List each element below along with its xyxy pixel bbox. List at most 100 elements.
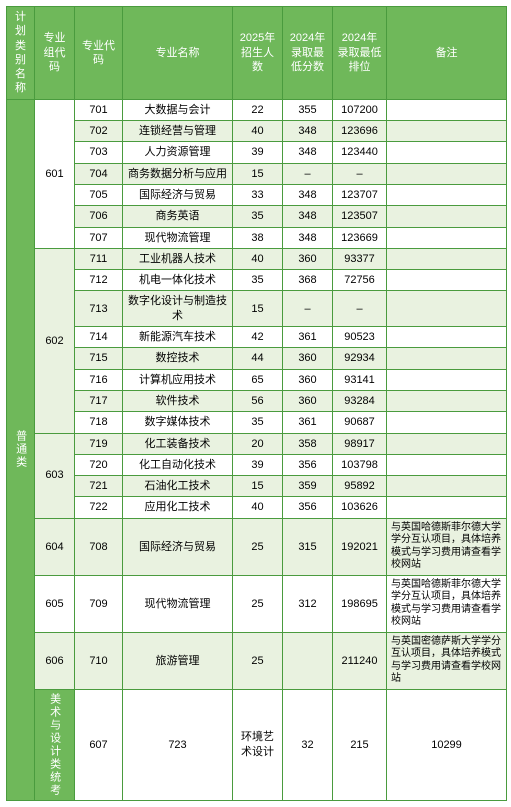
plan-cell: 42 (233, 327, 283, 348)
remark-cell (387, 291, 507, 327)
remark-cell (387, 476, 507, 497)
table-row: 721石油化工技术1535995892 (7, 476, 507, 497)
remark-cell (387, 433, 507, 454)
table-row: 606710旅游管理25211240与英国密德萨斯大学学分互认项目，具体培养模式… (7, 632, 507, 689)
minrank-cell: 95892 (333, 476, 387, 497)
plan-cell: 32 (283, 689, 333, 800)
minrank-cell: 93377 (333, 248, 387, 269)
remark-cell (387, 369, 507, 390)
minscore-cell: 215 (333, 689, 387, 800)
col-category: 计划类别名称 (7, 7, 35, 100)
plan-cell: 15 (233, 476, 283, 497)
remark-cell (387, 142, 507, 163)
table-row: 703人力资源管理39348123440 (7, 142, 507, 163)
minscore-cell: 356 (283, 454, 333, 475)
name-cell: 数字媒体技术 (123, 412, 233, 433)
code-cell: 703 (75, 142, 123, 163)
name-cell: 大数据与会计 (123, 99, 233, 120)
table-row: 713数字化设计与制造技术15–– (7, 291, 507, 327)
col-minscore: 2024年录取最低分数 (283, 7, 333, 100)
code-cell: 712 (75, 270, 123, 291)
plan-cell: 56 (233, 390, 283, 411)
table-row: 720化工自动化技术39356103798 (7, 454, 507, 475)
minrank-cell: 103798 (333, 454, 387, 475)
remark-cell (387, 248, 507, 269)
admissions-table: 计划类别名称 专业组代码 专业代码 专业名称 2025年招生人数 2024年录取… (6, 6, 507, 801)
remark-cell: 与英国哈德斯菲尔德大学学分互认项目，具体培养模式与学习费用请查看学校网站 (387, 575, 507, 632)
table-row: 714新能源汽车技术4236190523 (7, 327, 507, 348)
plan-cell: 35 (233, 206, 283, 227)
code-cell: 716 (75, 369, 123, 390)
remark-cell (387, 454, 507, 475)
minrank-cell: – (333, 163, 387, 184)
code-cell: 720 (75, 454, 123, 475)
table-row: 705国际经济与贸易33348123707 (7, 184, 507, 205)
minrank-cell: 90687 (333, 412, 387, 433)
remark-cell: 与英国密德萨斯大学学分互认项目，具体培养模式与学习费用请查看学校网站 (387, 632, 507, 689)
plan-cell: 15 (233, 291, 283, 327)
plan-cell: 39 (233, 454, 283, 475)
plan-cell: 39 (233, 142, 283, 163)
minrank-cell: 103626 (333, 497, 387, 518)
remark-cell (387, 348, 507, 369)
minscore-cell: 348 (283, 206, 333, 227)
remark-cell (387, 327, 507, 348)
minscore-cell: 348 (283, 121, 333, 142)
category-cell: 美术与设计类统考 (35, 689, 75, 800)
minscore-cell: 361 (283, 412, 333, 433)
minrank-cell: 107200 (333, 99, 387, 120)
plan-cell: 25 (233, 632, 283, 689)
code-cell: 713 (75, 291, 123, 327)
group-cell: 606 (35, 632, 75, 689)
col-code: 专业代码 (75, 7, 123, 100)
plan-cell: 20 (233, 433, 283, 454)
table-row: 715数控技术4436092934 (7, 348, 507, 369)
minscore-cell: 358 (283, 433, 333, 454)
plan-cell: 35 (233, 412, 283, 433)
minscore-cell: 360 (283, 348, 333, 369)
name-cell: 国际经济与贸易 (123, 184, 233, 205)
code-cell: 709 (75, 575, 123, 632)
code-cell: 717 (75, 390, 123, 411)
minscore-cell: 355 (283, 99, 333, 120)
group-cell: 605 (35, 575, 75, 632)
plan-cell: 33 (233, 184, 283, 205)
minrank-cell: 72756 (333, 270, 387, 291)
table-row: 712机电一体化技术3536872756 (7, 270, 507, 291)
table-row: 604708国际经济与贸易25315192021与英国哈德斯菲尔德大学学分互认项… (7, 518, 507, 575)
code-cell: 701 (75, 99, 123, 120)
code-cell: 715 (75, 348, 123, 369)
minrank-cell: 93141 (333, 369, 387, 390)
table-row: 706商务英语35348123507 (7, 206, 507, 227)
col-remark: 备注 (387, 7, 507, 100)
minrank-cell: 123507 (333, 206, 387, 227)
name-cell: 石油化工技术 (123, 476, 233, 497)
group-cell: 601 (35, 99, 75, 248)
minscore-cell: 348 (283, 184, 333, 205)
plan-cell: 25 (233, 575, 283, 632)
plan-cell: 44 (233, 348, 283, 369)
remark-cell (387, 99, 507, 120)
minrank-cell: 198695 (333, 575, 387, 632)
name-cell: 计算机应用技术 (123, 369, 233, 390)
minscore-cell: 360 (283, 248, 333, 269)
code-cell: 708 (75, 518, 123, 575)
col-group: 专业组代码 (35, 7, 75, 100)
table-header-row: 计划类别名称 专业组代码 专业代码 专业名称 2025年招生人数 2024年录取… (7, 7, 507, 100)
name-cell: 数字化设计与制造技术 (123, 291, 233, 327)
remark-cell (387, 206, 507, 227)
minrank-cell: 123707 (333, 184, 387, 205)
plan-cell: 40 (233, 497, 283, 518)
code-cell: 704 (75, 163, 123, 184)
name-cell: 人力资源管理 (123, 142, 233, 163)
code-cell: 710 (75, 632, 123, 689)
minrank-cell: 90523 (333, 327, 387, 348)
minrank-cell: 123440 (333, 142, 387, 163)
col-name: 专业名称 (123, 7, 233, 100)
name-cell: 化工自动化技术 (123, 454, 233, 475)
code-cell: 718 (75, 412, 123, 433)
minscore-cell: 348 (283, 142, 333, 163)
code-cell: 721 (75, 476, 123, 497)
code-cell: 722 (75, 497, 123, 518)
code-cell: 705 (75, 184, 123, 205)
